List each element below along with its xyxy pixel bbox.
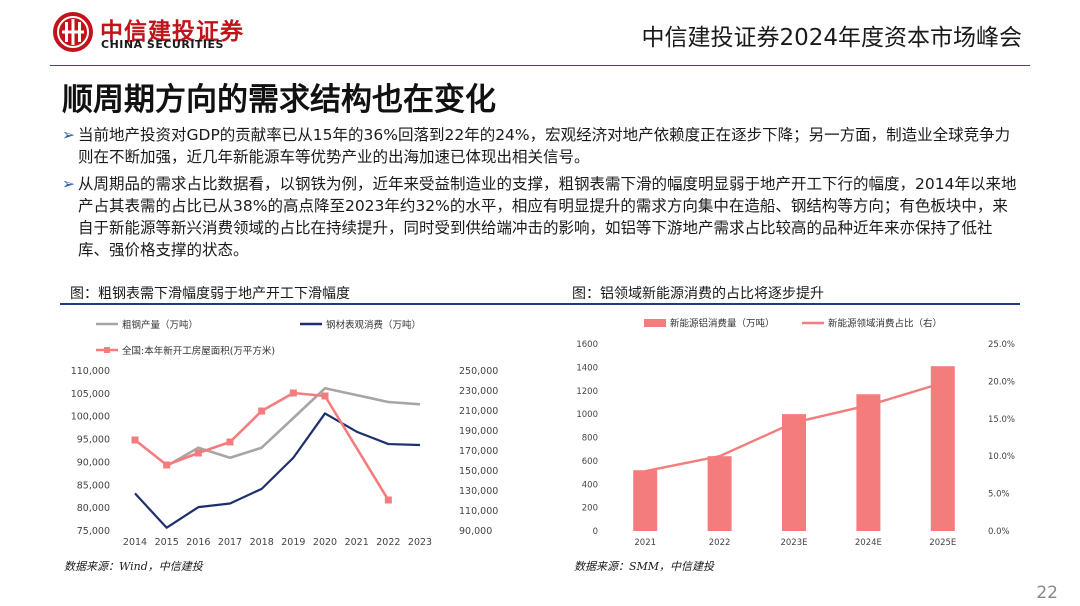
y-left-tick-label: 75,000 bbox=[77, 526, 110, 537]
y-right-tick-label: 150,000 bbox=[459, 466, 498, 477]
bar bbox=[633, 470, 658, 531]
x-tick-label: 2023 bbox=[408, 537, 432, 548]
y-left-tick-label: 0 bbox=[593, 527, 598, 537]
conference-title: 中信建投证券2024年度资本市场峰会 bbox=[641, 25, 1022, 51]
y-right-tick-label: 170,000 bbox=[459, 446, 498, 457]
series-line bbox=[644, 381, 944, 473]
x-tick-label: 2016 bbox=[186, 537, 210, 548]
y-right-tick-label: 0.0% bbox=[988, 527, 1010, 537]
y-right-tick-label: 110,000 bbox=[459, 506, 498, 517]
data-point bbox=[384, 496, 392, 504]
y-left-tick-label: 1400 bbox=[576, 363, 598, 373]
page-number: 22 bbox=[1036, 583, 1058, 603]
y-right-tick-label: 90,000 bbox=[459, 526, 492, 537]
y-right-tick-label: 20.0% bbox=[988, 377, 1015, 387]
x-tick-label: 2021 bbox=[634, 538, 656, 548]
x-tick-label: 2024E bbox=[855, 538, 882, 548]
y-left-tick-label: 90,000 bbox=[77, 457, 110, 468]
data-point bbox=[226, 438, 234, 446]
y-right-tick-label: 250,000 bbox=[459, 366, 498, 377]
x-tick-label: 2020 bbox=[313, 537, 337, 548]
bullet-arrow-icon: ➢ bbox=[62, 126, 75, 144]
y-right-tick-label: 5.0% bbox=[988, 490, 1010, 500]
y-left-tick-label: 100,000 bbox=[71, 412, 110, 423]
y-right-tick-label: 210,000 bbox=[459, 406, 498, 417]
legend-label: 新能源领域消费占比（右） bbox=[828, 318, 942, 330]
y-left-tick-label: 600 bbox=[582, 457, 598, 467]
brand-name-en: CHINA SECURITIES bbox=[101, 38, 224, 51]
x-tick-label: 2022 bbox=[709, 538, 731, 548]
x-tick-label: 2018 bbox=[250, 537, 274, 548]
y-left-tick-label: 80,000 bbox=[77, 503, 110, 514]
y-left-tick-label: 1200 bbox=[576, 387, 598, 397]
y-left-tick-label: 1000 bbox=[576, 410, 598, 420]
y-left-tick-label: 95,000 bbox=[77, 435, 110, 446]
data-point bbox=[194, 449, 202, 457]
x-tick-label: 2019 bbox=[281, 537, 305, 548]
left-figure-source: 数据来源：Wind，中信建投 bbox=[64, 560, 203, 573]
brand-name-cn: 中信建投证券 bbox=[100, 19, 244, 45]
bar bbox=[856, 394, 881, 531]
legend-label: 钢材表观消费（万吨） bbox=[326, 319, 421, 331]
header-divider bbox=[50, 65, 1030, 66]
right-figure-source: 数据来源：SMM，中信建投 bbox=[574, 560, 715, 573]
bar bbox=[930, 366, 955, 531]
x-tick-label: 2022 bbox=[376, 537, 400, 548]
right-figure-caption: 图：铝领域新能源消费的占比将逐步提升 bbox=[572, 286, 824, 302]
legend-swatch bbox=[644, 319, 666, 327]
x-tick-label: 2017 bbox=[218, 537, 242, 548]
legend-label: 粗钢产量（万吨） bbox=[122, 319, 198, 331]
page-title: 顺周期方向的需求结构也在变化 bbox=[62, 82, 496, 118]
x-tick-label: 2021 bbox=[345, 537, 369, 548]
legend-label: 全国:本年新开工房屋面积(万平方米) bbox=[122, 345, 275, 357]
steel-demand-line-chart: 75,000 80,000 85,000 90,000 95,000 100,000 105… bbox=[71, 319, 499, 548]
y-right-tick-label: 25.0% bbox=[988, 340, 1015, 350]
bullet-arrow-icon: ➢ bbox=[62, 175, 75, 193]
y-left-tick-label: 200 bbox=[582, 504, 598, 514]
bullet-text: 当前地产投资对GDP的贡献率已从15年的36%回落到22年的24%，宏观经济对地… bbox=[78, 126, 1011, 166]
y-right-tick-label: 10.0% bbox=[988, 452, 1015, 462]
y-left-tick-label: 800 bbox=[582, 434, 598, 444]
x-tick-label: 2014 bbox=[123, 537, 147, 548]
bullet-text: 从周期品的需求占比数据看，以钢铁为例，近年来受益制造业的支撑，粗钢表需下滑的幅度… bbox=[78, 175, 1017, 259]
data-point bbox=[258, 407, 266, 415]
data-point bbox=[163, 461, 171, 469]
bar bbox=[707, 456, 732, 531]
y-left-tick-label: 105,000 bbox=[71, 389, 110, 400]
y-right-tick-label: 15.0% bbox=[988, 415, 1015, 425]
y-right-tick-label: 130,000 bbox=[459, 486, 498, 497]
bullet-point: ➢ 当前地产投资对GDP的贡献率已从15年的36%回落到22年的24%，宏观经济… bbox=[62, 124, 1022, 168]
y-right-tick-label: 230,000 bbox=[459, 386, 498, 397]
series-line bbox=[134, 391, 390, 501]
series-line bbox=[134, 412, 421, 529]
data-point bbox=[131, 436, 139, 444]
y-left-tick-label: 1600 bbox=[576, 340, 598, 350]
legend-label: 新能源铝消费量（万吨） bbox=[670, 318, 775, 330]
y-left-tick-label: 110,000 bbox=[71, 366, 110, 377]
left-figure-caption: 图：粗钢表需下滑幅度弱于地产开工下滑幅度 bbox=[70, 286, 350, 302]
bullet-point: ➢ 从周期品的需求占比数据看，以钢铁为例，近年来受益制造业的支撑，粗钢表需下滑的… bbox=[62, 173, 1022, 261]
y-left-tick-label: 85,000 bbox=[77, 480, 110, 491]
company-logo-icon bbox=[53, 12, 93, 52]
x-tick-label: 2025E bbox=[929, 538, 956, 548]
series-line bbox=[166, 386, 421, 468]
x-tick-label: 2015 bbox=[155, 537, 179, 548]
aluminum-new-energy-bar-chart: 0 200 400 600 800 1000 1200 1400 1600 0.0% 5.0% 10.… bbox=[576, 318, 1015, 549]
data-point bbox=[321, 392, 329, 400]
caption-divider bbox=[60, 303, 1020, 305]
y-right-tick-label: 190,000 bbox=[459, 426, 498, 437]
data-point bbox=[289, 389, 297, 397]
bar bbox=[782, 414, 806, 531]
y-left-tick-label: 400 bbox=[582, 480, 598, 490]
x-tick-label: 2023E bbox=[780, 538, 807, 548]
legend-marker bbox=[104, 347, 110, 353]
